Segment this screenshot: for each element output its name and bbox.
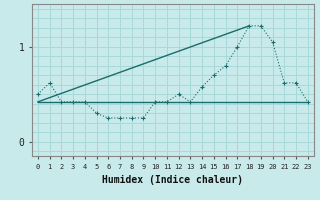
X-axis label: Humidex (Indice chaleur): Humidex (Indice chaleur) xyxy=(102,175,243,185)
